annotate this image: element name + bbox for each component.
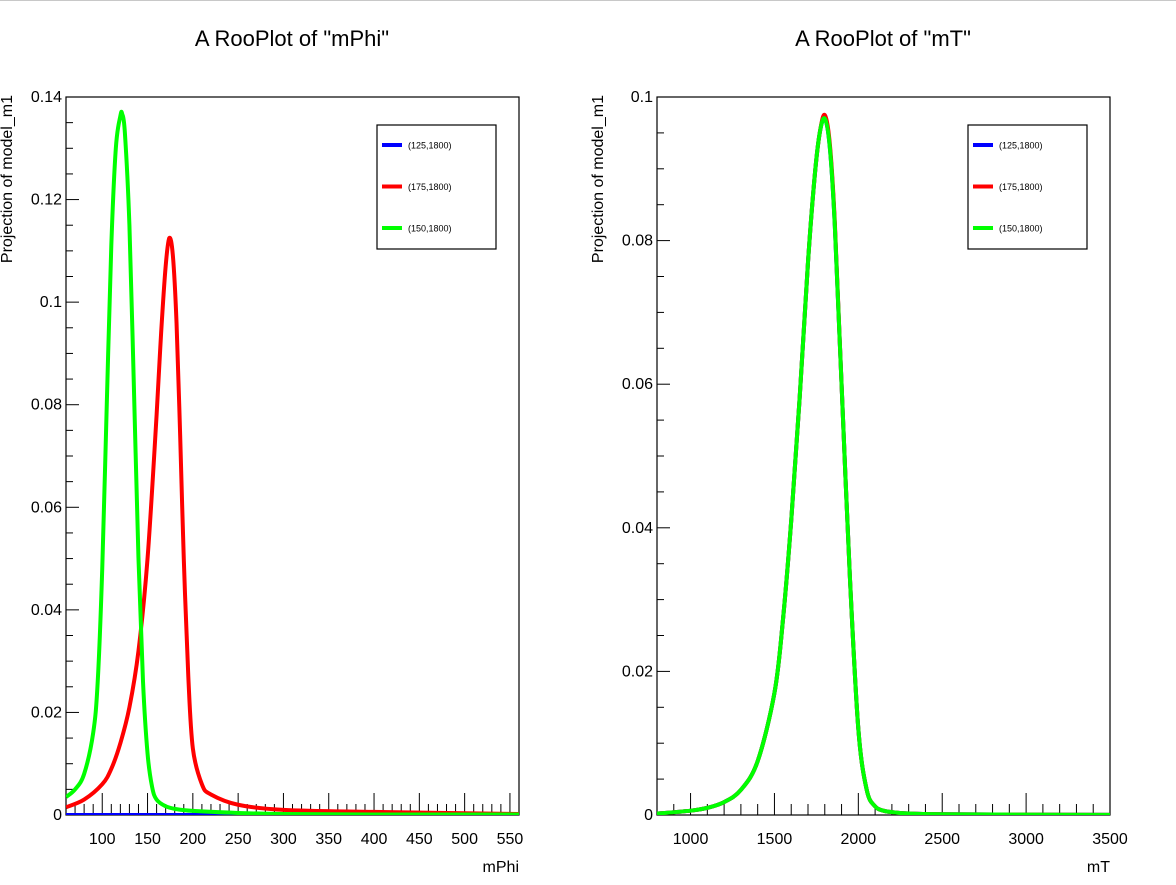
legend-entry: (125,1800) [408,141,452,151]
x-tick-label: 150 [134,831,161,848]
chart-left: A RooPlot of "mPhi" 0 0.02 0.04 0.06 0.08 0.1 0… [0,26,523,876]
y-tick-label: 0.14 [31,89,62,106]
legend-entry: (175,1800) [408,182,452,192]
y-tick-label: 0.04 [622,520,653,537]
y-tick-label: 0 [53,807,62,824]
x-tick-label: 300 [270,831,297,848]
y-tick-label: 0.12 [31,192,62,209]
legend-entry: (125,1800) [999,141,1043,151]
y-tick-label: 0.06 [622,376,653,393]
x-axis-title: mT [1087,859,1110,876]
chart-right: A RooPlot of "mT" 0 0.02 0.04 0.06 0.08 0.1 100… [590,26,1128,876]
x-tick-label: 350 [315,831,342,848]
y-tick-label: 0.06 [31,499,62,516]
x-tick-label: 550 [497,831,524,848]
x-tick-label: 200 [179,831,206,848]
x-tick-label: 1500 [757,831,793,848]
legend-entry: (150,1800) [408,224,452,234]
y-tick-label: 0 [644,807,653,824]
x-tick-label: 250 [225,831,252,848]
x-axis-title: mPhi [483,859,519,876]
legend-entry: (150,1800) [999,224,1043,234]
series-line-3 [66,109,519,815]
y-tick-label: 0.1 [40,294,62,311]
x-tick-label: 450 [406,831,433,848]
top-border [0,0,1176,1]
chart-title: A RooPlot of "mPhi" [195,26,389,51]
x-tick-label: 3000 [1008,831,1044,848]
y-tick-label: 0.1 [631,89,653,106]
y-axis-title: Projection of model_m1 [590,95,607,263]
legend: (125,1800) (175,1800) (150,1800) [967,124,1088,250]
legend-entry: (175,1800) [999,182,1043,192]
x-tick-label: 1000 [673,831,709,848]
y-tick-label: 0.04 [31,602,62,619]
x-tick-label: 3500 [1092,831,1128,848]
x-tick-label: 400 [361,831,388,848]
y-tick-label: 0.08 [31,397,62,414]
series-line-2 [66,235,519,815]
y-tick-label: 0.08 [622,233,653,250]
series-line-3 [657,116,1110,815]
y-axis-title: Projection of model_m1 [0,95,16,263]
x-tick-label: 100 [89,831,116,848]
y-tick-label: 0.02 [31,704,62,721]
x-tick-label: 2000 [841,831,877,848]
y-tick-label: 0.02 [622,663,653,680]
x-tick-label: 2500 [924,831,960,848]
legend: (125,1800) (175,1800) (150,1800) [376,124,497,250]
x-tick-label: 500 [451,831,478,848]
chart-title: A RooPlot of "mT" [795,26,971,51]
